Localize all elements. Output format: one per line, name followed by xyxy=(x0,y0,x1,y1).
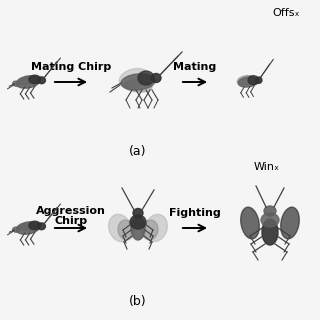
Ellipse shape xyxy=(131,216,145,240)
Ellipse shape xyxy=(38,223,45,230)
Ellipse shape xyxy=(119,68,149,88)
Ellipse shape xyxy=(145,214,167,242)
Ellipse shape xyxy=(29,221,41,230)
Ellipse shape xyxy=(241,207,259,239)
Text: Offsₓ: Offsₓ xyxy=(272,8,300,18)
Text: Winₓ: Winₓ xyxy=(254,162,280,172)
Ellipse shape xyxy=(38,77,45,84)
Text: Mating Chirp: Mating Chirp xyxy=(31,62,111,72)
Ellipse shape xyxy=(133,209,143,218)
Text: Fighting: Fighting xyxy=(169,208,221,218)
Ellipse shape xyxy=(264,206,276,216)
Text: (a): (a) xyxy=(129,145,147,158)
Text: Aggression: Aggression xyxy=(36,206,106,216)
Ellipse shape xyxy=(130,215,146,229)
Ellipse shape xyxy=(151,74,161,83)
Ellipse shape xyxy=(19,224,37,231)
Ellipse shape xyxy=(29,75,41,84)
Text: Chirp: Chirp xyxy=(54,216,88,226)
Ellipse shape xyxy=(108,214,132,242)
Ellipse shape xyxy=(142,220,158,240)
Ellipse shape xyxy=(248,76,259,85)
Ellipse shape xyxy=(124,80,152,92)
Ellipse shape xyxy=(13,81,20,86)
Ellipse shape xyxy=(256,77,262,83)
Ellipse shape xyxy=(16,222,40,234)
Ellipse shape xyxy=(237,76,255,85)
Text: (b): (b) xyxy=(129,295,147,308)
Ellipse shape xyxy=(262,219,278,245)
Ellipse shape xyxy=(261,213,279,227)
Ellipse shape xyxy=(19,78,37,84)
Ellipse shape xyxy=(16,76,40,88)
Ellipse shape xyxy=(13,227,20,232)
Text: Mating: Mating xyxy=(173,62,217,72)
Ellipse shape xyxy=(238,77,258,87)
Ellipse shape xyxy=(281,207,299,239)
Ellipse shape xyxy=(118,220,134,240)
Ellipse shape xyxy=(138,71,154,85)
Ellipse shape xyxy=(121,74,155,90)
